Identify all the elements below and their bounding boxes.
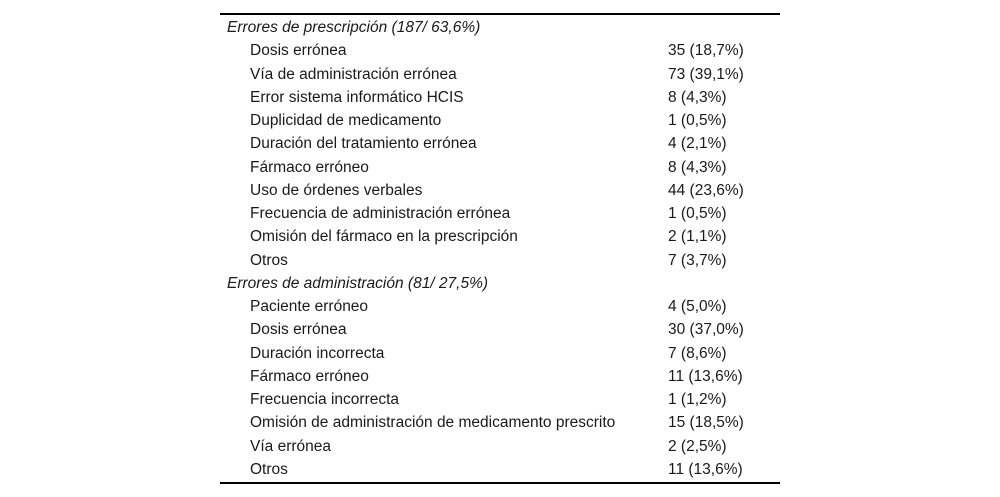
row-value: 7 (8,6%) bbox=[668, 344, 727, 362]
row-label: Duplicidad de medicamento bbox=[250, 112, 442, 129]
row-value: 1 (0,5%) bbox=[668, 112, 727, 129]
row-value: 44 (23,6%) bbox=[668, 181, 744, 199]
row-label: Dosis errónea bbox=[250, 42, 347, 60]
table-row: Frecuencia de administración errónea 1 (0… bbox=[220, 202, 780, 225]
row-label: Duración incorrecta bbox=[250, 344, 385, 362]
table-row: Omisión del fármaco en la prescripción 2 … bbox=[220, 225, 780, 248]
row-value: 35 (18,7%) bbox=[668, 42, 744, 60]
row-label: Omisión del fármaco en la prescripción bbox=[250, 228, 518, 246]
row-value: 8 (4,3%) bbox=[668, 88, 727, 106]
row-label: Otros bbox=[250, 251, 288, 269]
row-label: Paciente erróneo bbox=[250, 298, 369, 315]
table-row: Frecuencia incorrecta 1 (1,2%) bbox=[220, 388, 780, 411]
row-label: Vía errónea bbox=[250, 437, 331, 455]
row-value: 30 (37,0%) bbox=[668, 321, 744, 339]
row-value: 11 (13,6%) bbox=[668, 460, 743, 478]
table-row: Fármaco erróneo 8 (4,3%) bbox=[220, 156, 780, 179]
table-row: Uso de órdenes verbales 44 (23,6%) bbox=[220, 179, 780, 202]
row-value: 2 (1,1%) bbox=[668, 228, 727, 246]
row-value: 73 (39,1%) bbox=[668, 65, 744, 83]
row-label: Omisión de administración de medicamento… bbox=[250, 414, 616, 432]
row-label: Dosis errónea bbox=[250, 321, 347, 339]
table-row: Fármaco erróneo 11 (13,6%) bbox=[220, 365, 780, 388]
row-value: 8 (4,3%) bbox=[668, 158, 727, 176]
table-row: Dosis errónea 35 (18,7%) bbox=[220, 39, 780, 62]
table-row: Vía de administración errónea 73 (39,1%) bbox=[220, 63, 780, 86]
table-row: Paciente erróneo 4 (5,0%) bbox=[220, 295, 780, 318]
section-header: Errores de administración (81/ 27,5%) bbox=[227, 274, 489, 292]
medication-errors-table: Errores de prescripción (187/ 63,6%) Dosi… bbox=[220, 13, 780, 484]
row-label: Fármaco erróneo bbox=[250, 158, 369, 176]
table-row: Otros 11 (13,6%) bbox=[220, 458, 780, 481]
row-label: Duración del tratamiento errónea bbox=[250, 135, 477, 153]
row-value: 15 (18,5%) bbox=[668, 414, 744, 432]
row-label: Frecuencia incorrecta bbox=[250, 391, 400, 408]
table-row: Duplicidad de medicamento 1 (0,5%) bbox=[220, 109, 780, 132]
row-label: Otros bbox=[250, 460, 288, 478]
section-header: Errores de prescripción (187/ 63,6%) bbox=[227, 19, 481, 36]
row-value: 7 (3,7%) bbox=[668, 251, 727, 269]
row-label: Uso de órdenes verbales bbox=[250, 181, 423, 199]
row-value: 4 (2,1%) bbox=[668, 135, 727, 153]
table-row: Vía errónea 2 (2,5%) bbox=[220, 435, 780, 458]
row-label: Frecuencia de administración errónea bbox=[250, 205, 511, 222]
row-value: 4 (5,0%) bbox=[668, 298, 727, 315]
row-value: 11 (13,6%) bbox=[668, 367, 743, 385]
row-value: 2 (2,5%) bbox=[668, 437, 727, 455]
table-row: Omisión de administración de medicamento… bbox=[220, 411, 780, 434]
row-label: Error sistema informático HCIS bbox=[250, 88, 464, 106]
table-row: Error sistema informático HCIS 8 (4,3%) bbox=[220, 86, 780, 109]
row-label: Fármaco erróneo bbox=[250, 367, 369, 385]
table-row: Otros 7 (3,7%) bbox=[220, 249, 780, 272]
table-row: Duración incorrecta 7 (8,6%) bbox=[220, 342, 780, 365]
row-value: 1 (0,5%) bbox=[668, 205, 727, 222]
table-row: Dosis errónea 30 (37,0%) bbox=[220, 318, 780, 341]
table-row: Duración del tratamiento errónea 4 (2,1%) bbox=[220, 132, 780, 155]
row-value: 1 (1,2%) bbox=[668, 391, 727, 408]
row-label: Vía de administración errónea bbox=[250, 65, 457, 83]
